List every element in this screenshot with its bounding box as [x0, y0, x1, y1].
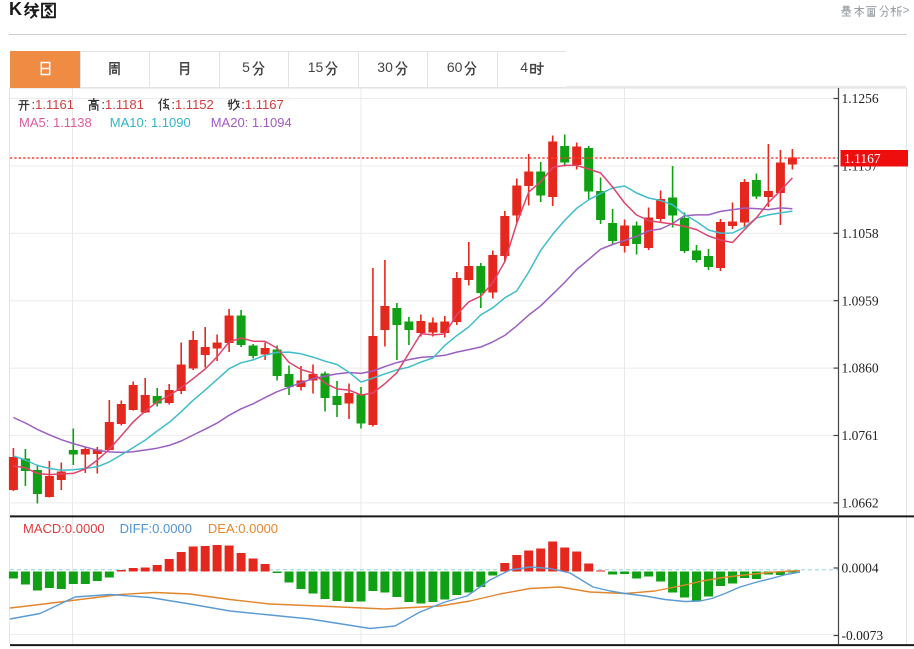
svg-text:1.1256: 1.1256 — [842, 91, 879, 106]
svg-text:1.0959: 1.0959 — [842, 293, 879, 308]
svg-text:1.0662: 1.0662 — [842, 496, 879, 511]
svg-text:1.0860: 1.0860 — [842, 361, 879, 376]
svg-text:1.1058: 1.1058 — [842, 226, 879, 241]
svg-text:-0.0073: -0.0073 — [842, 628, 884, 643]
svg-text:1.0761: 1.0761 — [842, 428, 879, 443]
svg-text:0.0004: 0.0004 — [842, 561, 879, 576]
svg-text:1.1167: 1.1167 — [844, 151, 881, 166]
